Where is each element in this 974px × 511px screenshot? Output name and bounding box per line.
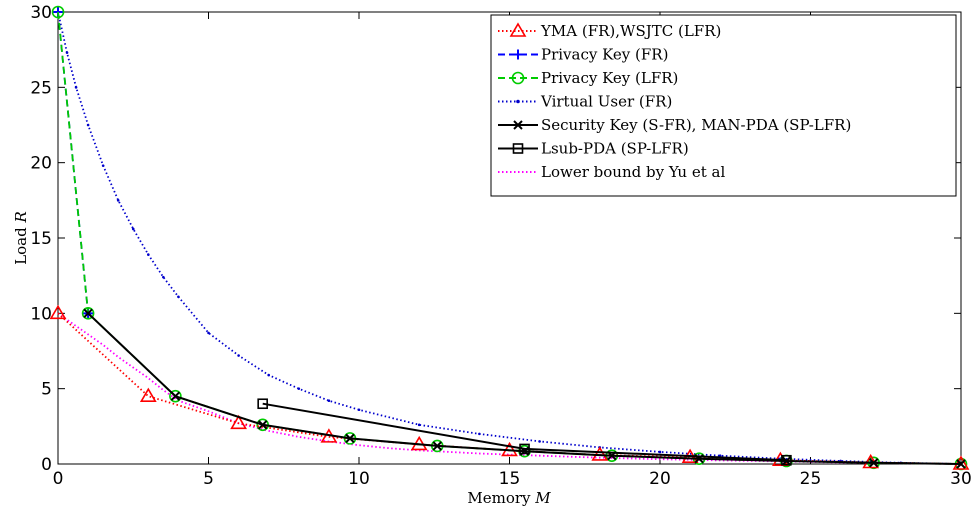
legend-label: Lower bound by Yu et al	[541, 163, 725, 181]
legend-label: Privacy Key (LFR)	[541, 69, 678, 87]
legend-marker	[516, 99, 520, 104]
legend-entry: Lower bound by Yu et al	[498, 163, 725, 181]
data-point	[147, 253, 150, 256]
data-point	[513, 120, 523, 130]
y-axis-label: Load R	[12, 211, 30, 265]
data-point	[538, 440, 541, 443]
legend-label: Lsub-PDA (SP-LFR)	[541, 140, 689, 158]
data-point	[83, 308, 93, 319]
x-tick-label: 25	[800, 469, 822, 489]
x-tick-label: 5	[203, 469, 214, 489]
legend-entry: Privacy Key (LFR)	[498, 69, 678, 87]
x-tick-label: 15	[499, 469, 521, 489]
data-point	[267, 373, 271, 377]
legend: YMA (FR),WSJTC (LFR) Privacy Key (FR) Priv…	[490, 14, 957, 197]
data-point	[417, 423, 421, 427]
data-point	[49, 304, 67, 320]
legend-entry: Security Key (S-FR), MAN-PDA (SP-LFR)	[498, 116, 851, 134]
legend-label: Privacy Key (FR)	[541, 46, 668, 64]
legend-label: Security Key (S-FR), MAN-PDA (SP-LFR)	[541, 116, 851, 134]
data-point	[509, 22, 527, 37]
data-point	[357, 408, 361, 412]
data-point	[327, 399, 331, 403]
y-axis-label-text: Load	[12, 227, 30, 265]
data-point	[257, 420, 268, 430]
data-point	[513, 49, 523, 60]
data-point	[207, 331, 210, 335]
y-axis-label-var: R	[12, 211, 30, 223]
data-point	[432, 441, 442, 451]
x-tick-label: 30	[950, 469, 972, 489]
data-point	[781, 456, 792, 466]
data-point	[519, 443, 530, 455]
y-tick-label: 30	[30, 3, 52, 23]
data-point	[169, 389, 182, 403]
y-tick-label: 5	[41, 380, 52, 400]
y-tick-label: 15	[30, 229, 52, 249]
legend-entries: YMA (FR),WSJTC (LFR) Privacy Key (FR) Priv…	[498, 22, 851, 181]
x-tick-label: 0	[53, 469, 64, 489]
y-tick-label: 20	[30, 154, 52, 174]
data-point	[51, 5, 65, 19]
data-point	[139, 387, 157, 402]
x-tick-label: 10	[348, 469, 370, 489]
legend-label: Virtual User (FR)	[540, 93, 672, 111]
data-point	[230, 414, 247, 430]
data-point	[512, 143, 524, 154]
legend-entry: Privacy Key (FR)	[498, 46, 668, 64]
series-5	[257, 398, 792, 466]
data-point	[511, 71, 525, 85]
data-point	[162, 275, 165, 279]
data-point	[170, 391, 181, 401]
series-line	[57, 312, 962, 465]
data-point	[116, 199, 120, 202]
data-point	[81, 307, 95, 320]
data-point	[65, 51, 69, 54]
data-point	[658, 450, 662, 454]
axis-ticks: 0 5 10 15 20 25 30 0 5 10 15 20 25 30	[30, 3, 971, 489]
series-line	[262, 402, 787, 462]
data-point	[869, 458, 879, 468]
data-point	[74, 86, 78, 89]
x-axis-label: Memory M	[467, 489, 551, 507]
legend-entry: YMA (FR),WSJTC (LFR)	[498, 22, 721, 40]
data-point	[478, 432, 481, 436]
y-tick-label: 10	[30, 304, 52, 324]
y-tick-label: 0	[41, 455, 52, 475]
data-point	[237, 354, 240, 357]
legend-box	[490, 14, 957, 197]
data-point	[101, 164, 105, 167]
data-point	[131, 227, 135, 231]
series-line	[57, 11, 962, 465]
y-tick-label: 25	[30, 78, 52, 98]
data-point	[257, 398, 268, 410]
legend-label: YMA (FR),WSJTC (LFR)	[540, 22, 721, 40]
data-point	[956, 459, 966, 469]
data-point	[345, 433, 355, 444]
series-6	[57, 312, 962, 465]
data-point	[297, 387, 301, 390]
series-layer	[49, 5, 970, 471]
x-tick-label: 20	[649, 469, 671, 489]
legend-entry: Lsub-PDA (SP-LFR)	[498, 140, 689, 158]
x-axis-label-var: M	[534, 489, 551, 507]
data-point	[177, 295, 180, 299]
data-point	[86, 123, 90, 127]
data-point	[781, 454, 792, 466]
x-axis-label-text: Memory	[467, 489, 531, 507]
legend-entry: Virtual User (FR)	[498, 93, 672, 111]
